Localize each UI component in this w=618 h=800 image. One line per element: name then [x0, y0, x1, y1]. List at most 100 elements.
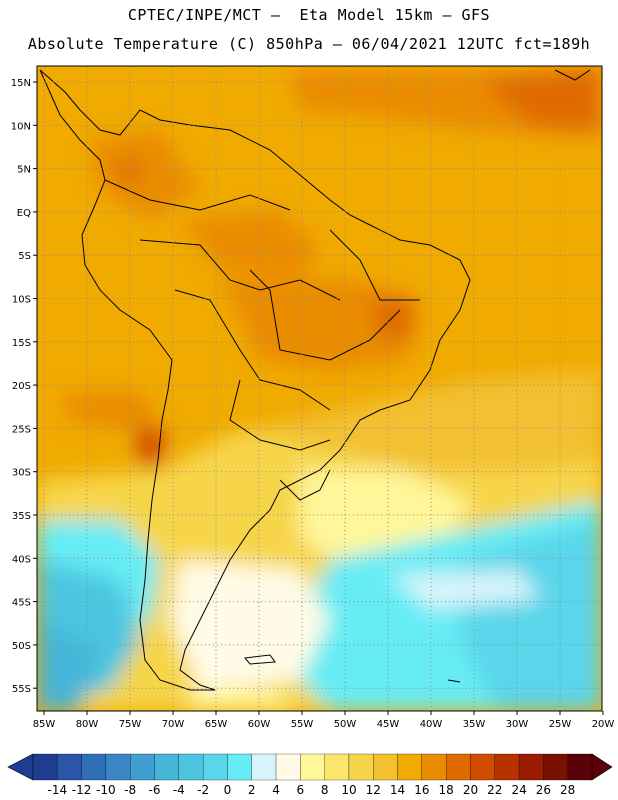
lon-label: 60W — [248, 719, 271, 730]
south-georgia-outline — [447, 679, 461, 683]
caribbean-islands — [554, 69, 591, 81]
falklands-outline — [244, 654, 276, 665]
colorbar-cell — [130, 753, 155, 781]
colorbar: -14 -12 -10 -8 -6 -4 -2 0 2 4 6 8 10 12 14 16 18 20 22 24 26… — [7, 753, 613, 797]
field-coldest-pacific — [37, 620, 100, 711]
colorbar-arrow-left — [7, 753, 34, 781]
colorbar-tick-label: 0 — [224, 783, 232, 797]
colorbar-tick-label: 8 — [321, 783, 329, 797]
field-mild-atlantic — [250, 370, 602, 470]
colorbar-tick-label: 14 — [390, 783, 405, 797]
border-bolivia — [174, 289, 331, 411]
colorbar-tick-label: -6 — [149, 783, 161, 797]
colorbar-tick-label: 6 — [297, 783, 305, 797]
colorbar-cell — [202, 753, 228, 781]
lat-label: 15N — [11, 78, 31, 89]
lat-label: 25S — [12, 424, 31, 435]
lat-label: 55S — [12, 684, 31, 695]
colorbar-tick-label: 26 — [536, 783, 551, 797]
colorbar-tick-label: 4 — [272, 783, 280, 797]
colorbar-cell — [57, 753, 82, 781]
colorbar-tick-label: 22 — [487, 783, 502, 797]
colorbar-tick-label: 20 — [463, 783, 478, 797]
lat-label: EQ — [17, 208, 31, 219]
field-cool-patagonia — [170, 560, 330, 690]
colorbar-cell — [275, 753, 301, 781]
colorbar-tick-label: 24 — [511, 783, 526, 797]
field-warm-andes-north — [90, 130, 200, 220]
colorbar-tick-label: 28 — [560, 783, 575, 797]
colorbar-cell — [105, 753, 131, 781]
chart-title: CPTEC/INPE/MCT – Eta Model 15km – GFS — [127, 6, 491, 24]
colorbar-cell — [348, 753, 374, 781]
temperature-map: 15N 10N 5N EQ 5S 10S 15S 20S 25S 30S 35S 40S 45S 50S 5… — [11, 65, 615, 730]
field-hot-northeast — [480, 66, 602, 130]
colorbar-cell — [32, 753, 58, 781]
colorbar-tick-label: -8 — [124, 783, 136, 797]
colorbar-cell — [178, 753, 204, 781]
lat-label: 35S — [12, 511, 31, 522]
lat-label: 30S — [12, 468, 31, 479]
colorbar-tick-label: 12 — [366, 783, 381, 797]
colorbar-cell — [300, 753, 325, 781]
colorbar-cell — [567, 753, 593, 781]
lon-label: 85W — [33, 719, 56, 730]
border-brazil-states-north — [329, 229, 420, 301]
colorbar-cell — [470, 753, 495, 781]
colorbar-cell — [421, 753, 447, 781]
colorbar-cell — [494, 753, 520, 781]
lat-label: 20S — [12, 381, 31, 392]
map-frame — [36, 65, 603, 712]
colorbar-cell — [81, 753, 107, 781]
lon-label: 75W — [119, 719, 142, 730]
colorbar-tick-label: -12 — [72, 783, 92, 797]
colorbar-tick-label: 10 — [341, 783, 356, 797]
border-brazil-states — [249, 269, 401, 361]
colorbar-tick-label: -14 — [47, 783, 67, 797]
field-warm-central-brazil — [220, 280, 420, 370]
colorbar-tick-label: -2 — [197, 783, 209, 797]
lat-label: 5S — [18, 251, 31, 262]
border-north — [104, 179, 291, 211]
lat-label: 50S — [12, 641, 31, 652]
lon-label: 25W — [549, 719, 572, 730]
lon-label: 35W — [463, 719, 486, 730]
lon-label: 80W — [76, 719, 99, 730]
lon-label: 65W — [205, 719, 228, 730]
lat-label: 10N — [11, 121, 31, 132]
field-hot-colombia — [118, 160, 140, 185]
lon-label: 50W — [334, 719, 357, 730]
colorbar-tick-label: -4 — [173, 783, 185, 797]
lat-label: 40S — [12, 554, 31, 565]
field-hot-chile — [135, 425, 165, 470]
latitude-labels: 15N 10N 5N EQ 5S 10S 15S 20S 25S 30S 35S 40S 45S 50S 5… — [11, 78, 31, 695]
chart-subtitle: Absolute Temperature (C) 850hPa – 06/04/… — [27, 35, 591, 53]
lon-label: 70W — [162, 719, 185, 730]
colorbar-cell — [397, 753, 423, 781]
colorbar-cell — [373, 753, 398, 781]
colorbar-cell — [446, 753, 471, 781]
colorbar-cell — [518, 753, 544, 781]
lon-label: 55W — [291, 719, 314, 730]
field-cool-tierra — [190, 690, 300, 711]
colorbar-cell — [251, 753, 277, 781]
lat-label: 15S — [12, 338, 31, 349]
colorbar-tick-label: 16 — [414, 783, 429, 797]
axis-ticks — [33, 81, 604, 715]
coastlines — [39, 69, 591, 691]
border-amazon — [139, 239, 341, 301]
colorbar-tick-label: 2 — [248, 783, 256, 797]
colorbar-cell — [154, 753, 179, 781]
lat-label: 10S — [12, 295, 31, 306]
colorbar-cell — [543, 753, 568, 781]
lon-label: 40W — [420, 719, 443, 730]
lon-label: 45W — [377, 719, 400, 730]
border-uruguay — [279, 469, 331, 501]
lon-label: 20W — [592, 719, 615, 730]
colorbar-cell — [324, 753, 350, 781]
field-colder-atlantic — [460, 520, 602, 711]
lon-label: 30W — [506, 719, 529, 730]
colorbar-tick-label: 18 — [439, 783, 454, 797]
border-paraguay — [229, 379, 331, 451]
longitude-labels: 85W 80W 75W 70W 65W 60W 55W 50W 45W 40W 35W 30W 25W 2… — [33, 719, 615, 730]
